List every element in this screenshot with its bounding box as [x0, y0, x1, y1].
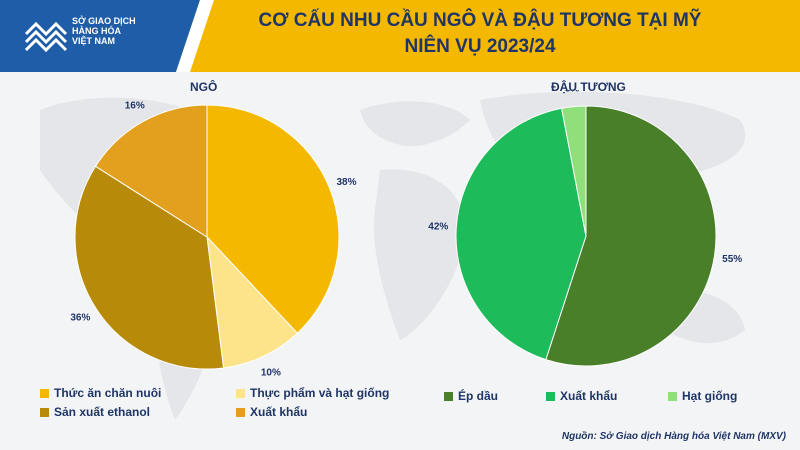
soybean-chart-title: ĐẬU TƯƠNG	[551, 80, 626, 94]
corn-pie-chart: 38% 10% 36% 16%	[70, 101, 356, 379]
legend-swatch	[668, 391, 677, 401]
title-line-2: NIÊN VỤ 2023/24	[404, 36, 556, 57]
legend-swatch	[236, 388, 245, 398]
corn-chart-title: NGÔ	[190, 80, 218, 94]
pie-slice	[74, 165, 225, 370]
logo-line: HÀNG HÓA	[72, 26, 121, 36]
pie-slice	[206, 235, 299, 369]
legend-swatch	[40, 388, 49, 398]
legend-swatch	[236, 407, 245, 417]
legend-item: Thực phẩm và hạt giống	[236, 386, 389, 400]
legend-label: Xuất khẩu	[250, 405, 308, 419]
header-band	[0, 0, 800, 72]
pie-slice	[561, 105, 587, 237]
pie-slice	[206, 104, 340, 334]
data-label: 55%	[722, 254, 742, 265]
data-label: 10%	[261, 368, 281, 379]
legend-swatch	[444, 391, 453, 401]
soybean-pie-chart: 55% 42% 3%	[428, 90, 742, 367]
legend-item: Sản xuất ethanol	[40, 405, 150, 419]
logo-icon	[24, 21, 68, 53]
legend-swatch	[546, 391, 555, 401]
legend-label: Thức ăn chăn nuôi	[54, 386, 162, 400]
data-label: 36%	[70, 312, 90, 323]
data-label: 42%	[428, 222, 448, 233]
legend-item: Hạt giống	[668, 389, 737, 403]
legend-label: Sản xuất ethanol	[54, 405, 151, 419]
legend-item: Thức ăn chăn nuôi	[40, 386, 161, 400]
legend-label: Ép dầu	[458, 389, 499, 403]
legend-item: Xuất khẩu	[236, 405, 307, 419]
header: SỞ GIAO DỊCH HÀNG HÓA VIỆT NAM CƠ CẤU NH…	[0, 0, 800, 72]
title-line-1: CƠ CẤU NHU CẦU NGÔ VÀ ĐẬU TƯƠNG TẠI MỸ	[258, 10, 702, 31]
legend-label: Hạt giống	[682, 389, 738, 403]
pie-slice	[94, 104, 208, 238]
logo-line: SỞ GIAO DỊCH	[72, 16, 136, 26]
legend-label: Xuất khẩu	[560, 389, 618, 403]
data-label: 3%	[565, 90, 580, 95]
pie-slice	[455, 107, 587, 361]
data-label: 38%	[336, 177, 356, 188]
legend-swatch	[40, 407, 49, 417]
legend-item: Xuất khẩu	[546, 389, 617, 403]
data-label: 16%	[125, 101, 145, 112]
pie-slice	[545, 105, 717, 367]
source-note: Nguồn: Sở Giao dịch Hàng hóa Việt Nam (M…	[561, 431, 786, 442]
page-title: CƠ CẤU NHU CẦU NGÔ VÀ ĐẬU TƯƠNG TẠI MỸ N…	[190, 8, 770, 60]
legend-item: Ép dầu	[444, 389, 498, 403]
logo-line: VIỆT NAM	[72, 36, 116, 46]
logo-text: SỞ GIAO DỊCH HÀNG HÓA VIỆT NAM	[72, 16, 162, 46]
legend-label: Thực phẩm và hạt giống	[250, 386, 390, 400]
